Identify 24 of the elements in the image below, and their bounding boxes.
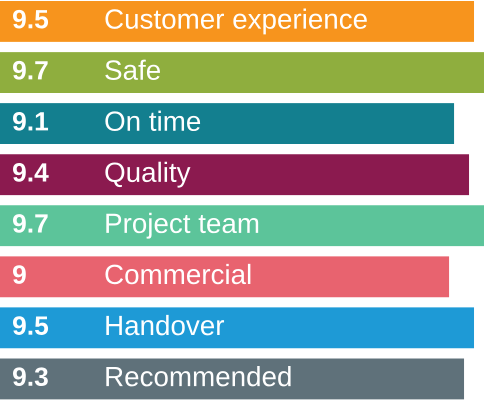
- data-label: 9.5: [13, 316, 48, 335]
- data-label: 9.3: [13, 367, 48, 386]
- bar: [0, 52, 484, 93]
- bar: [0, 154, 470, 196]
- data-label: 9.7: [13, 214, 48, 233]
- data-label: 9.7: [13, 60, 48, 80]
- y-tick-label: Quality: [105, 162, 190, 188]
- y-tick-label: Safe: [105, 60, 160, 80]
- bar: [0, 307, 474, 348]
- y-tick-label: Customer experience: [105, 8, 367, 34]
- bar: [0, 256, 450, 298]
- y-tick-label: Commercial: [105, 264, 250, 284]
- bar: [0, 103, 454, 144]
- y-tick-label: Handover: [106, 314, 224, 336]
- data-label: 9: [13, 265, 26, 284]
- data-label: 9.5: [13, 10, 48, 29]
- bar: [0, 358, 464, 400]
- data-label: 9.1: [13, 112, 48, 131]
- y-tick-label: Recommended: [106, 366, 291, 386]
- y-tick-label: Project team: [106, 212, 258, 239]
- data-label: 9.4: [13, 163, 49, 182]
- y-tick-label: On time: [105, 110, 200, 132]
- bar: [0, 205, 484, 246]
- bar: [0, 1, 474, 42]
